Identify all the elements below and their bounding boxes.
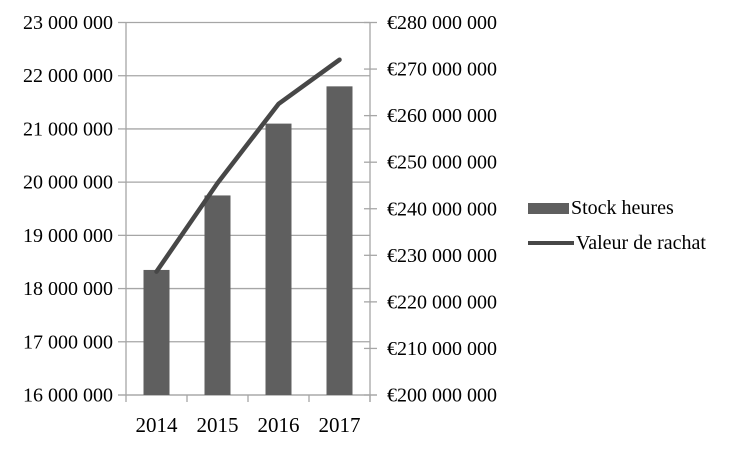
legend-label-valeur-de-rachat: Valeur de rachat: [576, 232, 706, 254]
line-series-swatch: [528, 241, 574, 245]
y-axis-left-tick-label: 16 000 000: [23, 385, 113, 407]
y-axis-right-tick-label: €280 000 000: [387, 12, 497, 34]
y-axis-left-tick-label: 22 000 000: [23, 65, 113, 87]
y-axis-right-tick-label: €220 000 000: [387, 291, 497, 313]
x-axis-category-label: 2015: [197, 413, 239, 437]
y-axis-right-tick-label: €200 000 000: [387, 385, 497, 407]
y-axis-left-tick-label: 17 000 000: [23, 331, 113, 353]
y-axis-left-tick-label: 18 000 000: [23, 278, 113, 300]
y-axis-left-tick-label: 20 000 000: [23, 172, 113, 194]
bar-2014: [143, 269, 170, 395]
bar-2017: [326, 86, 353, 395]
bar-series-swatch: [528, 202, 569, 214]
legend-item-valeur-de-rachat: Valeur de rachat: [528, 231, 706, 255]
bar-2015: [204, 195, 231, 395]
y-axis-left-tick-label: 19 000 000: [23, 225, 113, 247]
y-axis-left-tick-label: 23 000 000: [23, 12, 113, 34]
y-axis-right-tick-label: €230 000 000: [387, 245, 497, 267]
y-axis-right-tick-label: €210 000 000: [387, 338, 497, 360]
y-axis-right-tick-label: €240 000 000: [387, 198, 497, 220]
x-axis-category-label: 2017: [319, 413, 361, 437]
value-line-valeur-de-rachat: [154, 57, 342, 274]
y-axis-left-tick-label: 21 000 000: [23, 118, 113, 140]
legend: Stock heures Valeur de rachat: [528, 196, 706, 255]
y-axis-right-tick-label: €250 000 000: [387, 152, 497, 174]
legend-item-stock-heures: Stock heures: [528, 196, 706, 220]
y-axis-right-tick-label: €270 000 000: [387, 59, 497, 81]
bar-2016: [265, 123, 292, 395]
x-axis-category-label: 2014: [136, 413, 179, 437]
legend-label-stock-heures: Stock heures: [571, 197, 674, 219]
y-axis-right-tick-label: €260 000 000: [387, 105, 497, 127]
x-axis-category-label: 2016: [258, 413, 300, 437]
